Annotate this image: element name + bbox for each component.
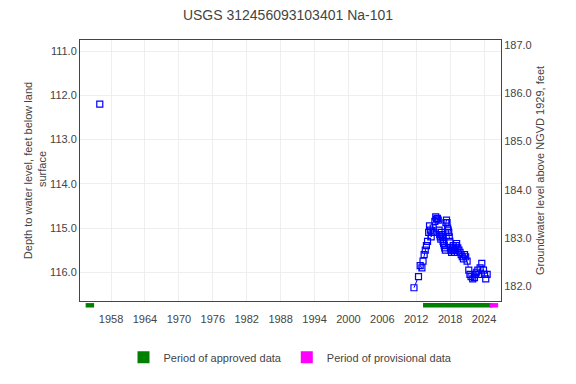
svg-text:186.0: 186.0 [504, 87, 532, 99]
svg-text:2006: 2006 [370, 313, 394, 325]
svg-text:2024: 2024 [472, 313, 496, 325]
svg-text:184.0: 184.0 [504, 184, 532, 196]
svg-text:1958: 1958 [99, 313, 123, 325]
svg-text:115.0: 115.0 [50, 222, 77, 234]
svg-text:Groundwater level above NGVD 1: Groundwater level above NGVD 1929, feet [534, 66, 546, 275]
svg-text:2018: 2018 [438, 313, 462, 325]
svg-text:1964: 1964 [133, 313, 157, 325]
svg-text:183.0: 183.0 [504, 232, 532, 244]
svg-text:1994: 1994 [302, 313, 326, 325]
svg-text:1970: 1970 [167, 313, 191, 325]
svg-text:182.0: 182.0 [504, 280, 532, 292]
svg-text:114.0: 114.0 [50, 178, 77, 190]
svg-text:Period of approved data: Period of approved data [164, 352, 282, 364]
svg-text:2000: 2000 [336, 313, 360, 325]
svg-text:113.0: 113.0 [50, 133, 77, 145]
svg-text:112.0: 112.0 [50, 89, 77, 101]
svg-text:Depth to water level, feet bel: Depth to water level, feet below land su… [22, 82, 48, 259]
svg-text:1988: 1988 [268, 313, 292, 325]
svg-text:USGS 312456093103401 Na-101: USGS 312456093103401 Na-101 [183, 7, 393, 23]
svg-text:187.0: 187.0 [504, 39, 532, 51]
svg-text:185.0: 185.0 [504, 135, 532, 147]
svg-text:1982: 1982 [234, 313, 258, 325]
svg-text:Period of provisional data: Period of provisional data [327, 352, 452, 364]
svg-text:116.0: 116.0 [50, 266, 77, 278]
svg-text:2012: 2012 [404, 313, 428, 325]
svg-text:1976: 1976 [201, 313, 225, 325]
svg-text:111.0: 111.0 [51, 45, 77, 57]
